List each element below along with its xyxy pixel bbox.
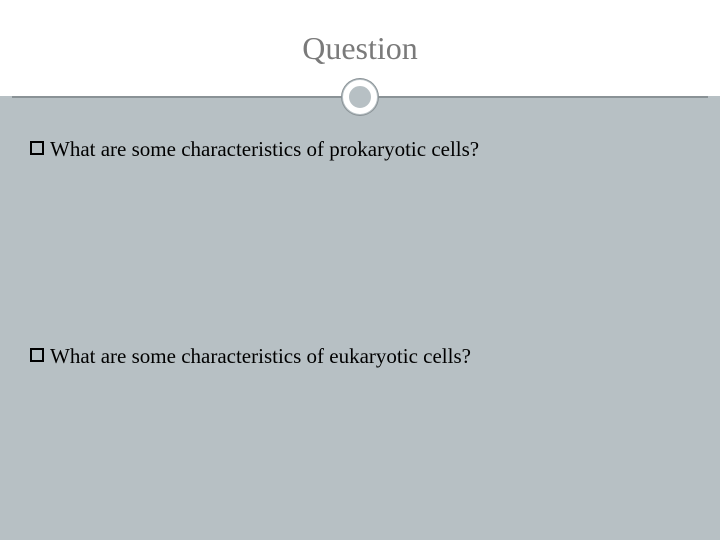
slide: Question What are some characteristics o… — [0, 0, 720, 540]
bullet-text: What are some characteristics of eukaryo… — [50, 343, 471, 370]
slide-title: Question — [302, 30, 418, 67]
bullet-item: What are some characteristics of prokary… — [30, 136, 690, 163]
slide-content: What are some characteristics of prokary… — [0, 96, 720, 540]
square-bullet-icon — [30, 348, 44, 362]
bullet-text: What are some characteristics of prokary… — [50, 136, 479, 163]
title-ring-icon — [343, 80, 377, 114]
square-bullet-icon — [30, 141, 44, 155]
bullet-item: What are some characteristics of eukaryo… — [30, 343, 690, 370]
